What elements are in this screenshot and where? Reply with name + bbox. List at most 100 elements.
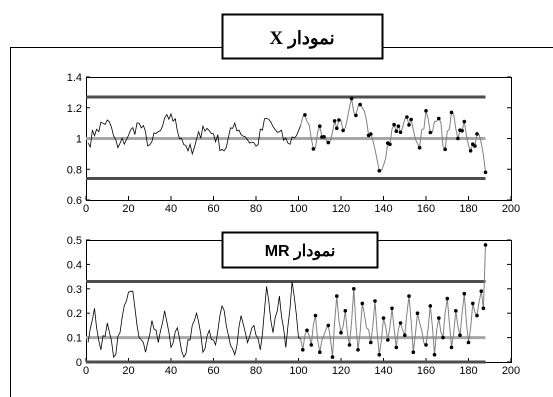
x-chart-x-tick-label: 180 bbox=[459, 203, 477, 215]
x-chart-data-point bbox=[303, 113, 307, 117]
x-chart-y-tick-label: 0.8 bbox=[67, 164, 82, 176]
mr-chart-data-point bbox=[343, 309, 348, 313]
mr-chart-x-tick-label: 100 bbox=[289, 365, 307, 377]
mr-chart-data-point bbox=[475, 313, 479, 318]
mr-chart-x-tick-label: 40 bbox=[165, 365, 177, 377]
mr-chart-y-tick-label: 0.1 bbox=[67, 333, 82, 345]
mr-chart-data-point bbox=[415, 311, 420, 316]
x-chart-x-tick-label: 0 bbox=[83, 203, 89, 215]
mr-chart-data-point bbox=[479, 289, 484, 294]
mr-chart-data-point bbox=[381, 316, 386, 320]
x-chart-data-point bbox=[337, 118, 341, 122]
x-chart-data-point bbox=[417, 145, 422, 150]
mr-chart-data-point bbox=[326, 323, 331, 328]
x-chart-data-point bbox=[398, 130, 403, 135]
x-chart-y-tick-label: 0.6 bbox=[67, 195, 82, 207]
x-chart-data-point bbox=[388, 142, 392, 147]
mr-chart-x-tick-label: 140 bbox=[374, 365, 392, 377]
mr-chart-x-tick-label: 80 bbox=[250, 365, 262, 377]
mr-chart-data-point bbox=[437, 316, 441, 320]
mr-chart-data-point bbox=[313, 313, 318, 318]
x-chart-data-point bbox=[354, 113, 358, 118]
x-chart-title: نمودار X bbox=[269, 28, 334, 49]
mr-chart-title-text: نمودار bbox=[293, 243, 335, 261]
x-chart-x-tick-label: 60 bbox=[207, 203, 219, 215]
x-chart-data-point bbox=[318, 124, 322, 128]
mr-chart-data-point bbox=[352, 287, 356, 291]
mr-chart-data-point bbox=[309, 343, 314, 347]
x-chart-x-tick-label: 140 bbox=[374, 203, 392, 215]
mr-chart-series-phase2 bbox=[300, 244, 486, 358]
x-chart-data-point bbox=[358, 102, 362, 107]
x-chart-y-tick-label: 1 bbox=[76, 134, 82, 146]
x-chart-data-point bbox=[326, 140, 331, 145]
x-chart-data-point bbox=[396, 124, 401, 128]
x-chart-x-tick-label: 40 bbox=[165, 203, 177, 215]
x-chart-x-tick-label: 80 bbox=[250, 203, 262, 215]
mr-chart-data-point bbox=[360, 301, 365, 306]
mr-chart-data-point bbox=[428, 304, 433, 308]
mr-chart-data-point bbox=[377, 352, 382, 357]
x-chart-data-point bbox=[407, 123, 411, 127]
mr-chart-title-symbol: MR bbox=[265, 243, 290, 260]
x-chart-data-point bbox=[409, 117, 413, 122]
mr-chart-x-tick-label: 160 bbox=[417, 365, 435, 377]
x-chart-series-phase1 bbox=[87, 112, 301, 156]
mr-chart-x-tick-label: 180 bbox=[459, 365, 477, 377]
mr-chart-data-point bbox=[301, 348, 305, 352]
mr-chart-data-point bbox=[407, 294, 411, 298]
mr-chart-series-phase1 bbox=[87, 281, 301, 359]
mr-chart-data-point bbox=[481, 306, 486, 311]
x-chart-panel: 0 20 40 60 80 100 120 140 160 180 200 0.6 0.8 1 1.2 1.4 bbox=[67, 72, 520, 215]
x-chart-data-point bbox=[392, 122, 396, 127]
mr-chart-data-point bbox=[403, 333, 407, 338]
x-chart-data-point bbox=[322, 135, 326, 139]
mr-chart-data-point bbox=[458, 333, 462, 338]
x-chart-data-point bbox=[443, 147, 447, 152]
mr-chart-data-point bbox=[305, 328, 309, 333]
mr-chart-data-point bbox=[432, 352, 437, 357]
x-chart-title-box: نمودار X bbox=[221, 13, 384, 60]
mr-chart-y-tick-label: 0.2 bbox=[67, 308, 82, 320]
x-chart-data-point bbox=[456, 136, 460, 141]
x-chart-data-point bbox=[394, 129, 399, 133]
mr-chart-data-point bbox=[318, 350, 322, 355]
mr-chart-title-box: نمودار MR bbox=[221, 231, 379, 269]
mr-chart-data-point bbox=[454, 309, 458, 313]
mr-chart-data-point bbox=[398, 321, 403, 325]
mr-chart-data-point bbox=[483, 243, 488, 247]
mr-chart-data-point bbox=[369, 340, 373, 345]
mr-chart-x-tick-label: 60 bbox=[207, 365, 219, 377]
x-chart-x-tick-label: 120 bbox=[332, 203, 350, 215]
mr-chart-title: نمودار MR bbox=[265, 243, 336, 261]
mr-chart-data-point bbox=[356, 348, 360, 352]
mr-chart-y-tick-label: 0.3 bbox=[67, 284, 82, 296]
mr-chart-data-point bbox=[386, 338, 390, 342]
x-chart-x-tick-label: 200 bbox=[502, 203, 520, 215]
x-chart-data-point bbox=[437, 116, 441, 121]
mr-chart-data-point bbox=[390, 306, 394, 311]
x-chart-data-point bbox=[335, 126, 339, 131]
mr-chart-y-tick-label: 0.5 bbox=[67, 235, 82, 247]
x-chart-data-point bbox=[428, 130, 433, 135]
mr-chart-data-point bbox=[373, 299, 377, 303]
mr-chart-x-tick-label: 120 bbox=[332, 365, 350, 377]
x-chart-data-point bbox=[341, 128, 345, 133]
x-chart-x-tick-label: 20 bbox=[122, 203, 134, 215]
mr-chart-data-point bbox=[330, 355, 335, 359]
x-chart-data-point bbox=[424, 109, 428, 113]
mr-chart-data-point bbox=[339, 330, 343, 335]
mr-chart-x-tick-label: 0 bbox=[83, 365, 89, 377]
x-chart-data-point bbox=[405, 115, 409, 119]
x-chart-data-point bbox=[475, 132, 479, 136]
x-chart-data-point bbox=[468, 149, 473, 153]
mr-chart-data-point bbox=[335, 294, 339, 298]
x-chart-data-point bbox=[332, 119, 337, 123]
mr-chart-data-point bbox=[411, 350, 416, 355]
x-chart-data-point bbox=[449, 110, 454, 115]
mr-chart-data-point bbox=[394, 345, 399, 350]
x-chart-series-phase2 bbox=[300, 98, 486, 173]
mr-chart-data-point bbox=[449, 345, 454, 350]
mr-chart-data-point bbox=[462, 291, 467, 296]
